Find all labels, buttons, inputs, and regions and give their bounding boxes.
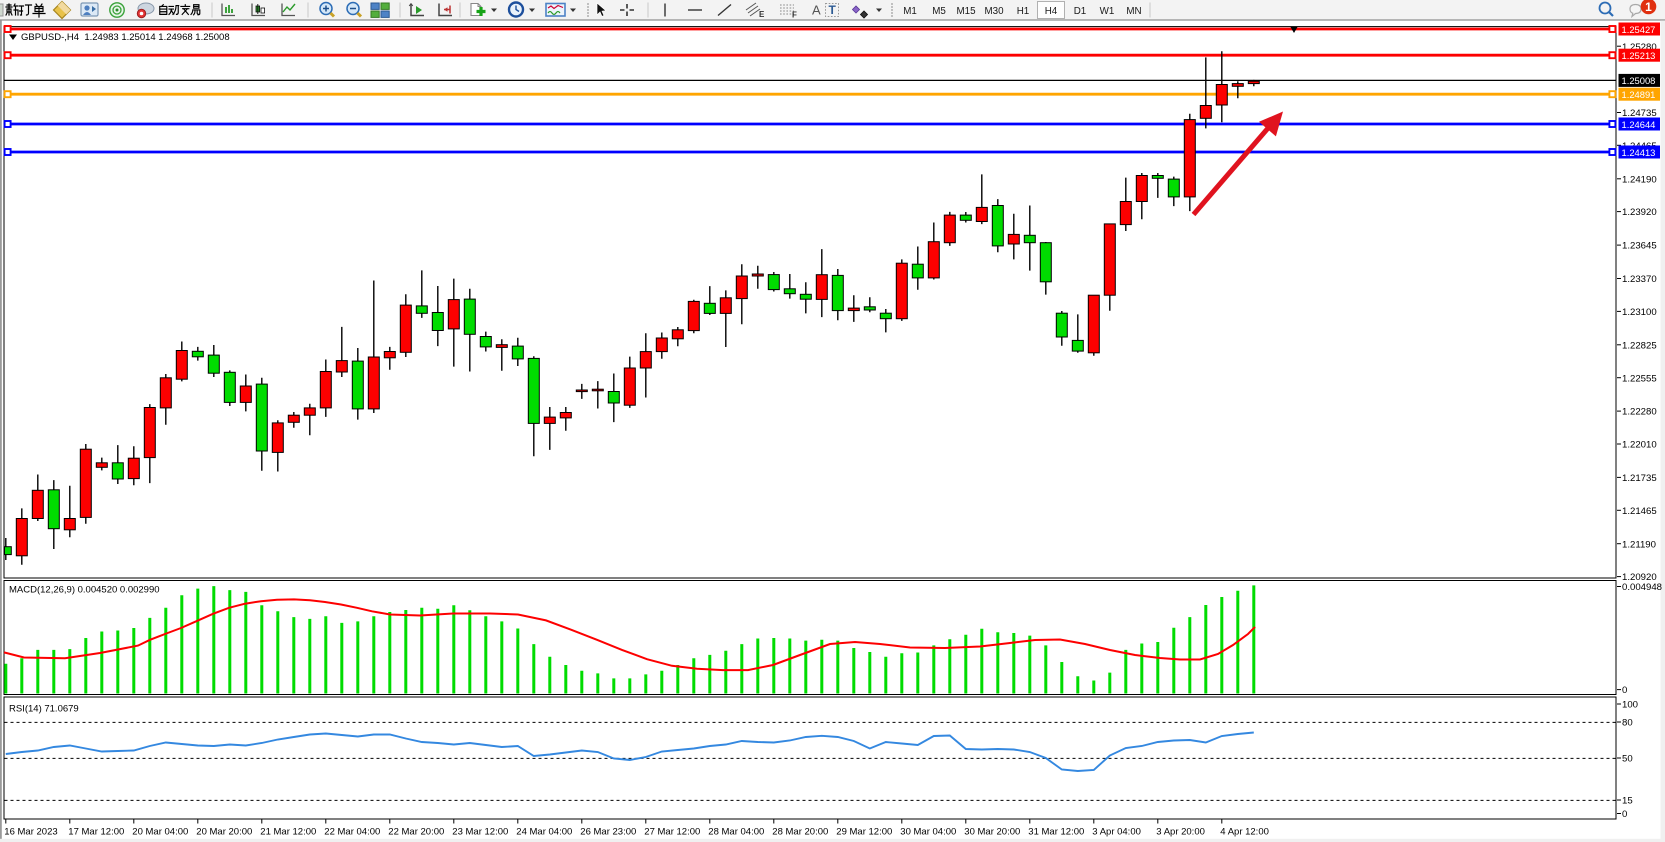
- svg-text:27 Mar 12:00: 27 Mar 12:00: [644, 827, 700, 838]
- svg-text:1.20920: 1.20920: [1622, 572, 1657, 583]
- svg-text:M5: M5: [932, 6, 946, 17]
- svg-text:M15: M15: [956, 6, 976, 17]
- svg-text:F: F: [792, 11, 797, 20]
- svg-text:1.25213: 1.25213: [1622, 50, 1656, 61]
- svg-text:23 Mar 12:00: 23 Mar 12:00: [452, 827, 508, 838]
- svg-text:1.22825: 1.22825: [1622, 340, 1657, 351]
- svg-text:1.24735: 1.24735: [1622, 108, 1657, 119]
- svg-text:100: 100: [1622, 700, 1638, 711]
- svg-text:30 Mar 04:00: 30 Mar 04:00: [900, 827, 956, 838]
- svg-text:29 Mar 12:00: 29 Mar 12:00: [836, 827, 892, 838]
- svg-text:28 Mar 20:00: 28 Mar 20:00: [772, 827, 828, 838]
- svg-text:1.23645: 1.23645: [1622, 241, 1657, 252]
- svg-text:1: 1: [1645, 0, 1652, 14]
- svg-text:1.22280: 1.22280: [1622, 407, 1657, 418]
- svg-text:17 Mar 12:00: 17 Mar 12:00: [68, 827, 124, 838]
- svg-text:D1: D1: [1074, 6, 1087, 17]
- svg-text:0: 0: [1622, 809, 1627, 820]
- svg-text:80: 80: [1622, 718, 1633, 729]
- svg-text:4 Apr 12:00: 4 Apr 12:00: [1220, 827, 1269, 838]
- svg-text:3 Apr 04:00: 3 Apr 04:00: [1092, 827, 1141, 838]
- svg-text:22 Mar 04:00: 22 Mar 04:00: [324, 827, 380, 838]
- svg-text:0.004948: 0.004948: [1622, 582, 1662, 593]
- svg-text:16 Mar 2023: 16 Mar 2023: [4, 827, 57, 838]
- svg-text:A: A: [812, 3, 821, 18]
- svg-text:28 Mar 04:00: 28 Mar 04:00: [708, 827, 764, 838]
- svg-text:1.22010: 1.22010: [1622, 440, 1657, 451]
- svg-text:1.24644: 1.24644: [1622, 119, 1656, 130]
- svg-text:24 Mar 04:00: 24 Mar 04:00: [516, 827, 572, 838]
- svg-text:20 Mar 04:00: 20 Mar 04:00: [132, 827, 188, 838]
- svg-text:1.25427: 1.25427: [1622, 24, 1656, 35]
- svg-text:W1: W1: [1100, 6, 1115, 17]
- svg-text:0: 0: [1622, 685, 1627, 696]
- svg-text:MACD(12,26,9) 0.004520 0.00299: MACD(12,26,9) 0.004520 0.002990: [9, 585, 160, 596]
- svg-text:30 Mar 20:00: 30 Mar 20:00: [964, 827, 1020, 838]
- svg-text:50: 50: [1622, 754, 1633, 765]
- svg-text:1.25008: 1.25008: [1622, 75, 1656, 86]
- svg-text:22 Mar 20:00: 22 Mar 20:00: [388, 827, 444, 838]
- svg-text:MN: MN: [1126, 6, 1141, 17]
- svg-text:1.21735: 1.21735: [1622, 473, 1657, 484]
- svg-text:E: E: [759, 10, 765, 19]
- svg-text:1.24190: 1.24190: [1622, 174, 1657, 185]
- svg-text:1.23370: 1.23370: [1622, 274, 1657, 285]
- svg-text:1.22555: 1.22555: [1622, 373, 1657, 384]
- svg-text:31 Mar 12:00: 31 Mar 12:00: [1028, 827, 1084, 838]
- svg-text:1.23100: 1.23100: [1622, 307, 1657, 318]
- svg-text:RSI(14) 71.0679: RSI(14) 71.0679: [9, 704, 79, 715]
- svg-text:M30: M30: [984, 6, 1004, 17]
- svg-text:1.21465: 1.21465: [1622, 506, 1657, 517]
- svg-text:H4: H4: [1045, 6, 1058, 17]
- svg-text:21 Mar 12:00: 21 Mar 12:00: [260, 827, 316, 838]
- svg-text:1.23920: 1.23920: [1622, 207, 1657, 218]
- svg-text:1.24413: 1.24413: [1622, 147, 1656, 158]
- svg-text:M1: M1: [903, 6, 917, 17]
- svg-text:26 Mar 23:00: 26 Mar 23:00: [580, 827, 636, 838]
- svg-text:1.21190: 1.21190: [1622, 539, 1656, 550]
- svg-text:GBPUSD-,H4 1.24983 1.25014 1.: GBPUSD-,H4 1.24983 1.25014 1.24968 1.250…: [21, 32, 230, 43]
- svg-text:3 Apr 20:00: 3 Apr 20:00: [1156, 827, 1205, 838]
- svg-text:15: 15: [1622, 796, 1633, 807]
- svg-text:T: T: [829, 3, 837, 17]
- svg-text:1.25280: 1.25280: [1622, 42, 1657, 53]
- svg-text:H1: H1: [1017, 6, 1030, 17]
- svg-text:1.24891: 1.24891: [1622, 89, 1656, 100]
- svg-text:20 Mar 20:00: 20 Mar 20:00: [196, 827, 252, 838]
